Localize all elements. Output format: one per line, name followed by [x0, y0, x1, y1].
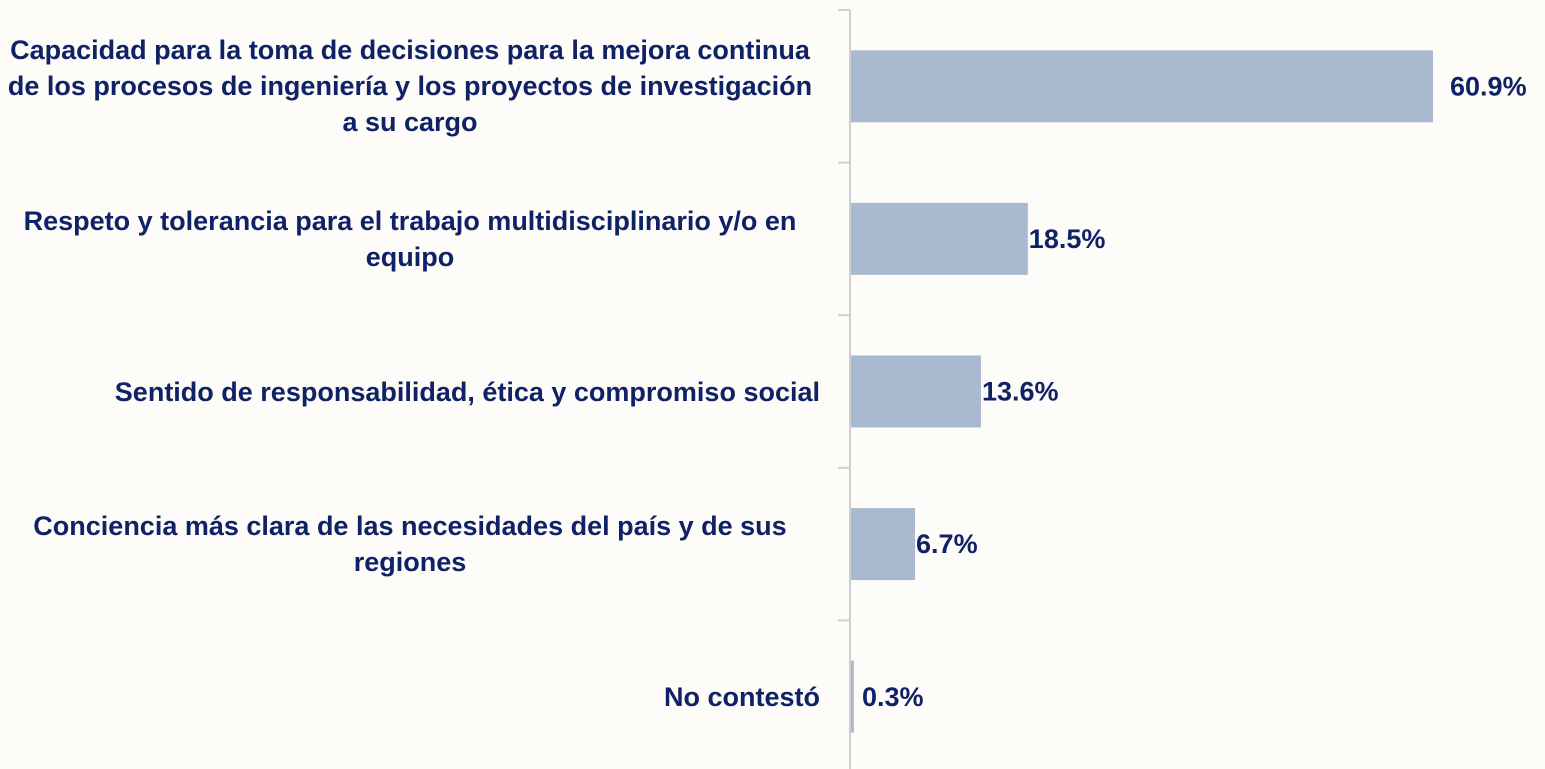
category-label: Sentido de responsabilidad, ética y comp… — [114, 376, 820, 407]
bar — [851, 50, 1434, 123]
category-label-box: Respeto y tolerancia para el trabajo mul… — [0, 169, 820, 309]
bar — [851, 508, 916, 581]
value-label: 13.6% — [982, 377, 1059, 407]
category-label: Respeto y tolerancia para el trabajo mul… — [23, 205, 797, 272]
category-label-box: Sentido de responsabilidad, ética y comp… — [0, 322, 820, 462]
value-label: 0.3% — [862, 682, 924, 712]
bar — [851, 660, 854, 733]
category-label: Capacidad para la toma de decisiones par… — [7, 35, 813, 138]
category-label: Conciencia más clara de las necesidades … — [33, 511, 787, 578]
category-label: No contestó — [663, 681, 820, 712]
bar — [851, 202, 1028, 275]
value-label: 6.7% — [916, 529, 978, 559]
category-label-box: Capacidad para la toma de decisiones par… — [0, 16, 820, 156]
category-label-box: Conciencia más clara de las necesidades … — [0, 474, 820, 614]
value-label: 60.9% — [1450, 71, 1527, 101]
category-label-box: No contestó — [0, 627, 820, 767]
value-label: 18.5% — [1029, 224, 1106, 254]
bar — [851, 355, 981, 428]
